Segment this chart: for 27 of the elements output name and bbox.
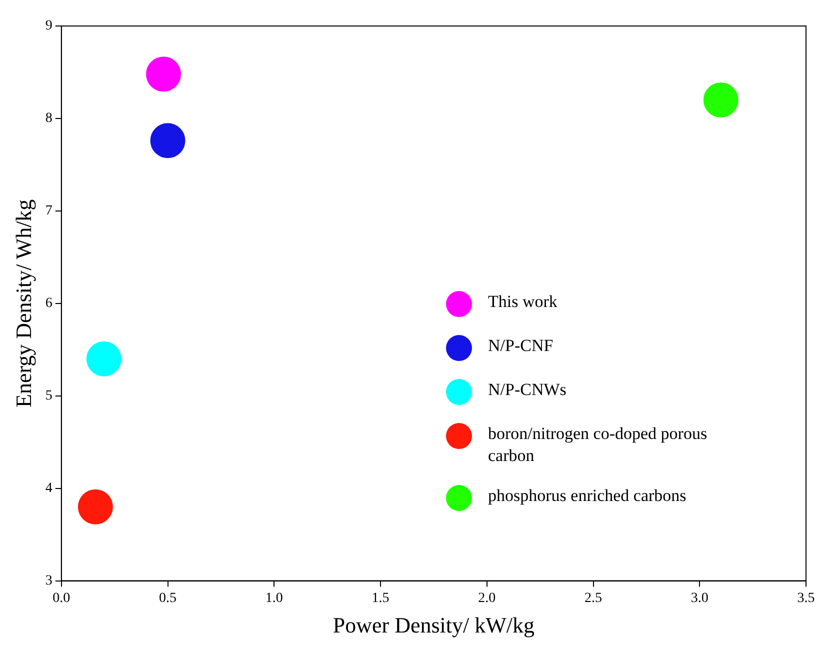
x-axis-title: Power Density/ kW/kg [332,612,535,638]
y-tick-label: 8 [45,111,52,126]
y-axis-title: Energy Density/ Wh/kg [10,199,36,408]
y-tick-label: 3 [45,573,52,588]
legend-label: phosphorus enriched carbons [488,484,686,507]
x-tick-label: 2.0 [478,590,496,606]
legend-label: boron/nitrogen co-doped porous carbon [488,422,708,467]
point [86,341,122,376]
x-tick-label: 3.5 [797,590,815,606]
legend-label: N/P-CNWs [488,378,566,401]
point [703,82,738,118]
x-tick-label: 0.5 [159,590,177,606]
x-tick-label: 3.0 [690,590,708,606]
point [78,489,113,524]
x-tick-label: 1.0 [265,590,283,606]
point [146,56,182,92]
y-tick-label: 4 [45,481,52,496]
x-tick-label: 1.5 [372,590,390,606]
legend-label: N/P-CNF [488,334,554,357]
y-tick-label: 7 [45,204,52,219]
legend-label: This work [488,290,558,313]
y-tick-label: 9 [45,18,52,34]
y-tick-label: 5 [45,388,52,404]
x-tick-label: 0.0 [52,590,70,606]
y-tick-label: 6 [45,296,52,312]
point [150,123,186,158]
x-tick-label: 2.5 [584,590,602,606]
